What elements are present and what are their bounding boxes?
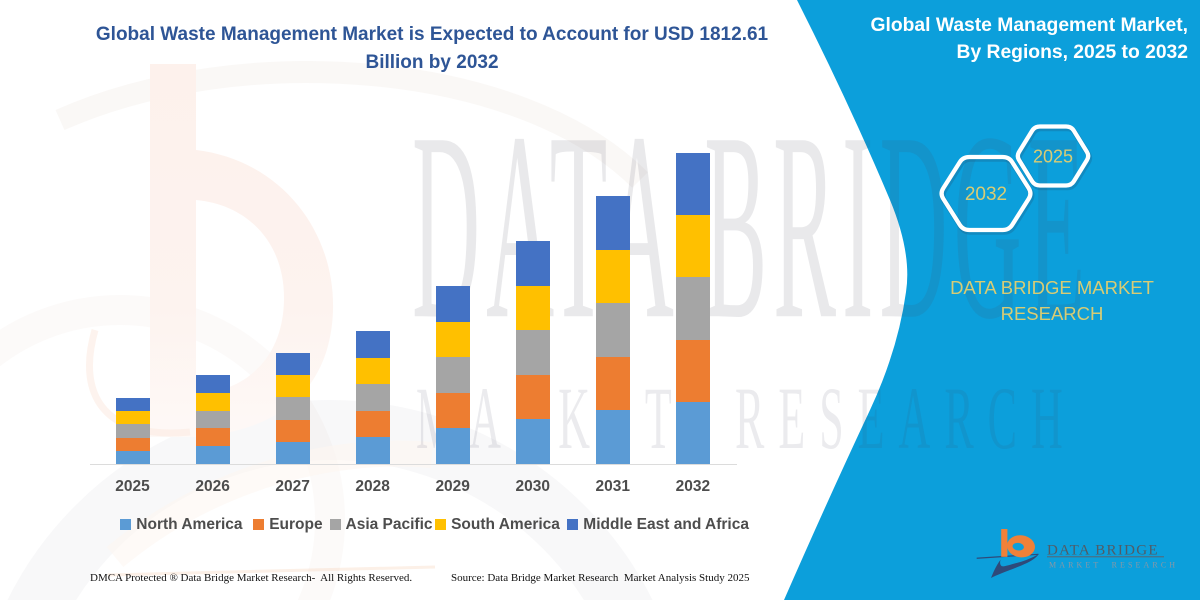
svg-text:DATA BRIDGE: DATA BRIDGE	[1047, 543, 1159, 559]
svg-text:2032: 2032	[965, 184, 1007, 205]
svg-text:MARKET RESEARCH: MARKET RESEARCH	[1049, 561, 1178, 570]
svg-text:2025: 2025	[1033, 147, 1073, 167]
